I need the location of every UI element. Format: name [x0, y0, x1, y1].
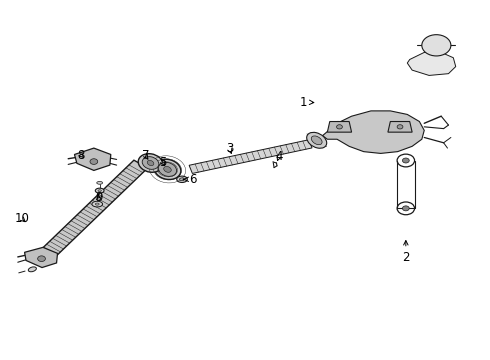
Ellipse shape — [147, 161, 154, 166]
Ellipse shape — [96, 188, 104, 193]
Ellipse shape — [158, 162, 177, 176]
Text: 2: 2 — [402, 240, 410, 265]
Ellipse shape — [97, 181, 102, 184]
Text: 3: 3 — [226, 142, 233, 155]
Circle shape — [402, 158, 409, 163]
Ellipse shape — [307, 132, 327, 148]
Text: 7: 7 — [142, 149, 149, 162]
Circle shape — [422, 35, 451, 56]
Ellipse shape — [28, 267, 36, 272]
Ellipse shape — [138, 154, 163, 172]
Ellipse shape — [96, 203, 99, 205]
Polygon shape — [189, 140, 312, 174]
Text: 6: 6 — [183, 173, 196, 186]
Text: 5: 5 — [159, 156, 166, 169]
Polygon shape — [322, 111, 424, 153]
Text: 10: 10 — [15, 212, 29, 225]
Circle shape — [397, 125, 403, 129]
Text: 1: 1 — [299, 95, 314, 108]
Circle shape — [38, 256, 46, 261]
Ellipse shape — [311, 136, 322, 145]
Ellipse shape — [154, 159, 181, 180]
Ellipse shape — [92, 201, 102, 207]
Circle shape — [402, 206, 409, 211]
Ellipse shape — [180, 178, 184, 181]
Ellipse shape — [164, 166, 171, 172]
Polygon shape — [327, 122, 352, 132]
Circle shape — [337, 125, 343, 129]
Ellipse shape — [142, 157, 159, 169]
Ellipse shape — [98, 190, 101, 192]
Text: 4: 4 — [275, 150, 283, 163]
Polygon shape — [74, 148, 111, 170]
Circle shape — [90, 159, 98, 165]
Polygon shape — [388, 122, 412, 132]
Polygon shape — [36, 160, 148, 262]
Text: 8: 8 — [77, 149, 85, 162]
Text: 9: 9 — [95, 190, 102, 203]
Ellipse shape — [177, 176, 187, 183]
Polygon shape — [24, 247, 57, 267]
Polygon shape — [407, 53, 456, 76]
